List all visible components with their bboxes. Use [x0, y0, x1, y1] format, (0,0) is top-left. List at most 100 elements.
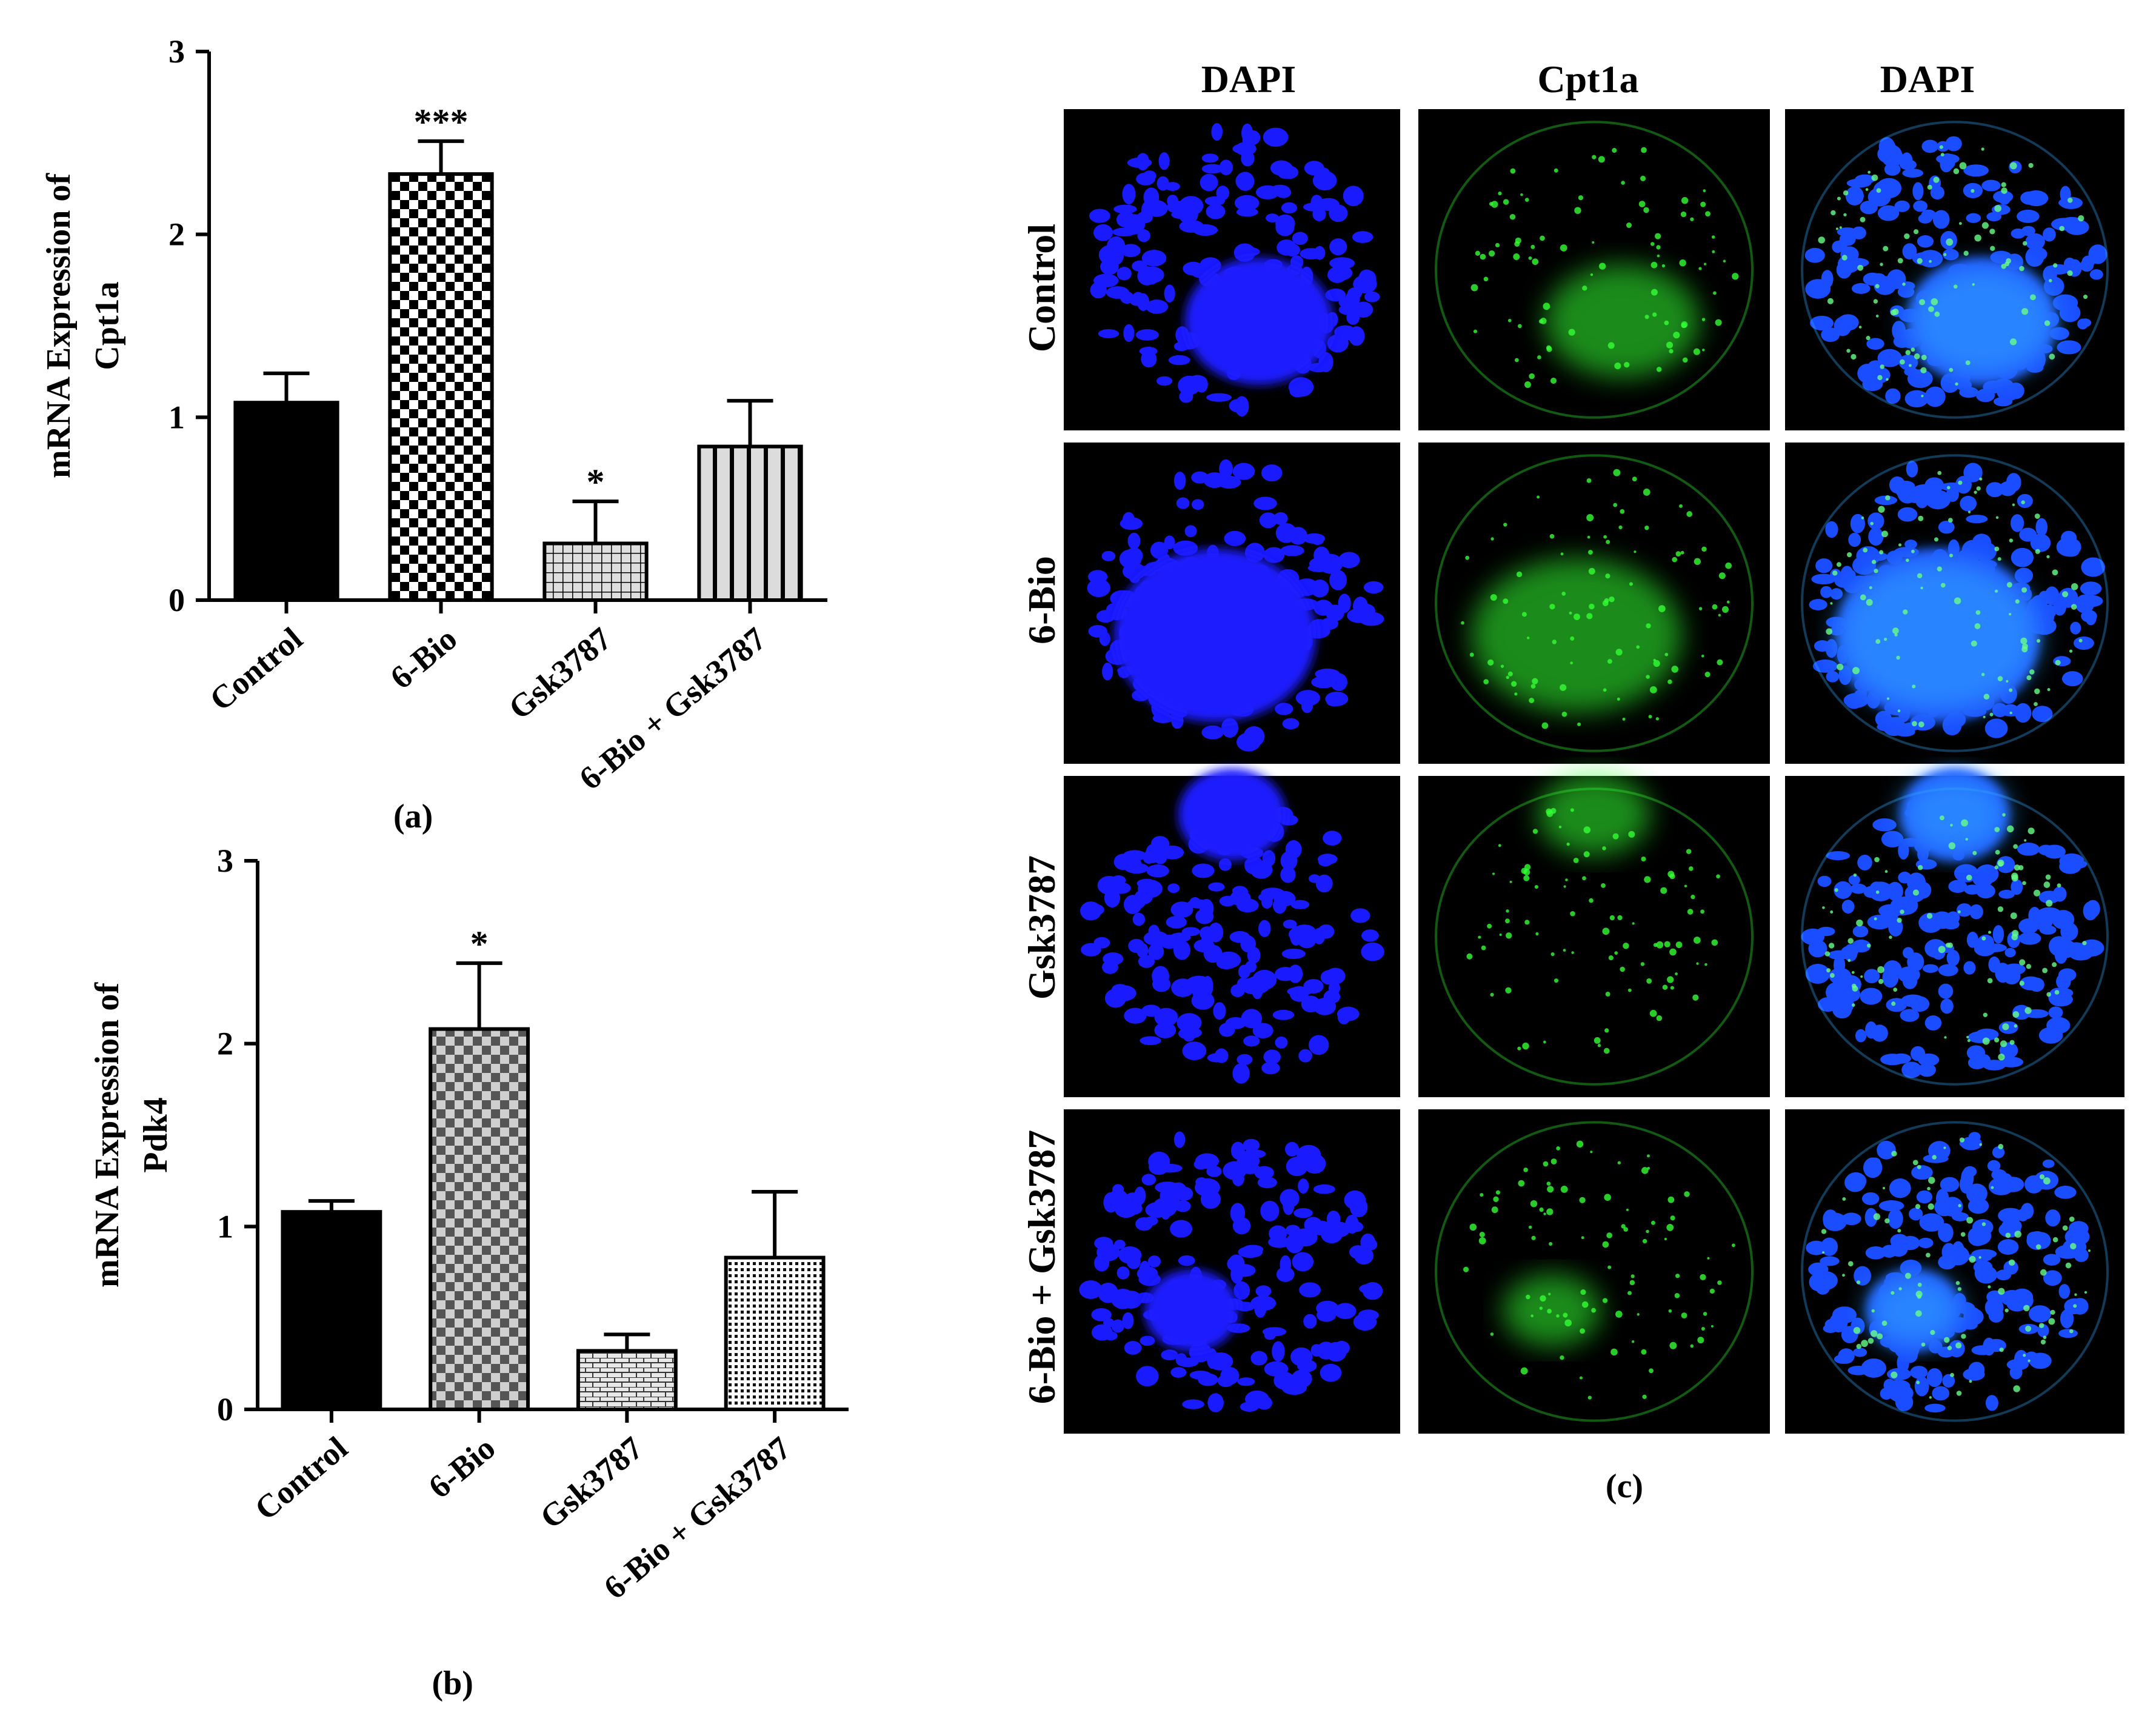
nucleus-spot	[1160, 1009, 1178, 1021]
cpt1a-dot	[2045, 874, 2051, 880]
cpt1a-dot	[1648, 715, 1652, 719]
cpt1a-dot	[1847, 938, 1854, 944]
cpt1a-dot	[1550, 378, 1557, 384]
cpt1a-dot	[1881, 1320, 1887, 1326]
nucleus-spot	[1897, 507, 1918, 522]
cpt1a-dot	[1827, 298, 1834, 304]
cpt1a-dot	[1530, 1200, 1538, 1208]
nucleus-spot	[1270, 160, 1292, 176]
nucleus-spot	[1079, 1280, 1103, 1299]
nucleus-spot	[1907, 952, 1924, 972]
cpt1a-dot	[1904, 1272, 1911, 1279]
nucleus-spot	[1917, 235, 1934, 248]
nucleus-spot	[1124, 1007, 1147, 1024]
cpt1a-dot	[1546, 1208, 1554, 1215]
bar	[388, 172, 494, 603]
cpt1a-dot	[1660, 887, 1667, 894]
cpt1a-dot	[1641, 1349, 1647, 1355]
microscopy-panel: DAPI Cpt1a DAPI Control 6-Bio Gsk3787 6-…	[1020, 58, 2124, 1505]
nucleus-spot	[1192, 863, 1215, 878]
cpt1a-dot	[1632, 1340, 1635, 1343]
nucleus-spot	[1161, 1349, 1178, 1361]
nucleus-spot	[1321, 617, 1338, 630]
nucleus-spot	[1225, 1017, 1247, 1029]
nucleus-spot	[1857, 855, 1872, 870]
nucleus-spot	[1924, 939, 1947, 958]
nuclei-cluster	[1178, 768, 1286, 861]
nucleus-spot	[2046, 1017, 2071, 1034]
cpt1a-dot	[1995, 849, 2000, 855]
cpt1a-dot	[1644, 525, 1649, 530]
cpt1a-dot	[1612, 148, 1617, 153]
cpt1a-dot	[1712, 604, 1718, 610]
nucleus-spot	[1170, 1182, 1187, 1198]
cpt1a-dot	[1891, 1371, 1898, 1378]
nucleus-spot	[1235, 396, 1249, 417]
nucleus-spot	[1207, 1053, 1226, 1063]
cpt1a-dot	[1667, 679, 1672, 684]
cpt1a-dot	[1605, 573, 1610, 579]
nucleus-spot	[1129, 895, 1146, 909]
category-label: 6-Bio	[383, 620, 464, 696]
cpt1a-dot	[1712, 250, 1715, 253]
nucleus-spot	[1303, 533, 1326, 544]
cpt1a-dot	[1884, 870, 1888, 874]
cpt1a-dot	[1549, 1241, 1553, 1246]
cpt1a-dot	[1535, 932, 1539, 936]
nucleus-spot	[1120, 1291, 1143, 1309]
cpt1a-dot	[2007, 825, 2014, 833]
cpt1a-dot	[1950, 823, 1953, 827]
cpt1a-dot	[1563, 949, 1566, 952]
nucleus-spot	[1985, 1395, 1998, 1411]
cpt1a-dot	[1601, 883, 1606, 888]
cpt1a-dot	[1818, 236, 1825, 244]
nucleus-spot	[1992, 925, 2004, 944]
nucleus-spot	[1848, 532, 1861, 547]
nucleus-spot	[2059, 853, 2084, 869]
nucleus-spot	[1156, 176, 1169, 191]
cpt1a-dot	[1877, 966, 1884, 974]
nucleus-spot	[1128, 938, 1145, 953]
nucleus-spot	[1275, 523, 1297, 543]
cpt1a-dot	[1953, 168, 1960, 175]
cpt1a-dot	[1490, 992, 1494, 997]
nucleus-spot	[1911, 1165, 1933, 1180]
cpt1a-dot	[1837, 663, 1844, 670]
nucleus-spot	[1104, 988, 1126, 1008]
cpt1a-dot	[1537, 495, 1540, 499]
cpt1a-dot	[1531, 1235, 1536, 1240]
nucleus-spot	[2080, 259, 2094, 272]
nucleus-spot	[1913, 484, 1939, 495]
cpt1a-dot	[1664, 652, 1669, 657]
cpt1a-dot	[1703, 262, 1707, 266]
cpt1a-dot	[1702, 349, 1705, 352]
cpt1a-dot	[1915, 1204, 1921, 1209]
nucleus-spot	[2030, 533, 2051, 552]
nucleus-spot	[1814, 640, 1831, 652]
nucleus-spot	[2029, 247, 2048, 261]
nucleus-spot	[1111, 1319, 1124, 1333]
panel-label: (a)	[393, 798, 433, 835]
nucleus-spot	[1966, 213, 1981, 223]
cpt1a-dot	[1998, 1144, 2004, 1149]
cpt1a-dot	[1863, 547, 1868, 553]
cpt1a-dot	[1620, 966, 1625, 972]
cpt1a-dot	[1991, 1186, 1994, 1189]
nucleus-spot	[1141, 201, 1153, 221]
nucleus-spot	[2039, 925, 2057, 935]
nucleus-spot	[2079, 318, 2092, 327]
cpt1a-dot	[1469, 1223, 1477, 1231]
cpt1a-dot	[1481, 945, 1486, 951]
cpt1a-dot	[1997, 557, 2001, 561]
category-label: 6-Bio	[422, 1429, 502, 1505]
cpt1a-dot	[1560, 244, 1567, 252]
nucleus-spot	[1806, 1240, 1827, 1255]
nucleus-spot	[1860, 987, 1883, 1005]
nucleus-spot	[1182, 1041, 1207, 1060]
cpt1a-dot	[1917, 1164, 1921, 1169]
nucleus-spot	[1874, 276, 1897, 295]
cpt1a-dot	[1860, 594, 1866, 601]
cpt1a-dot	[1875, 315, 1879, 318]
nucleus-spot	[1815, 558, 1833, 573]
